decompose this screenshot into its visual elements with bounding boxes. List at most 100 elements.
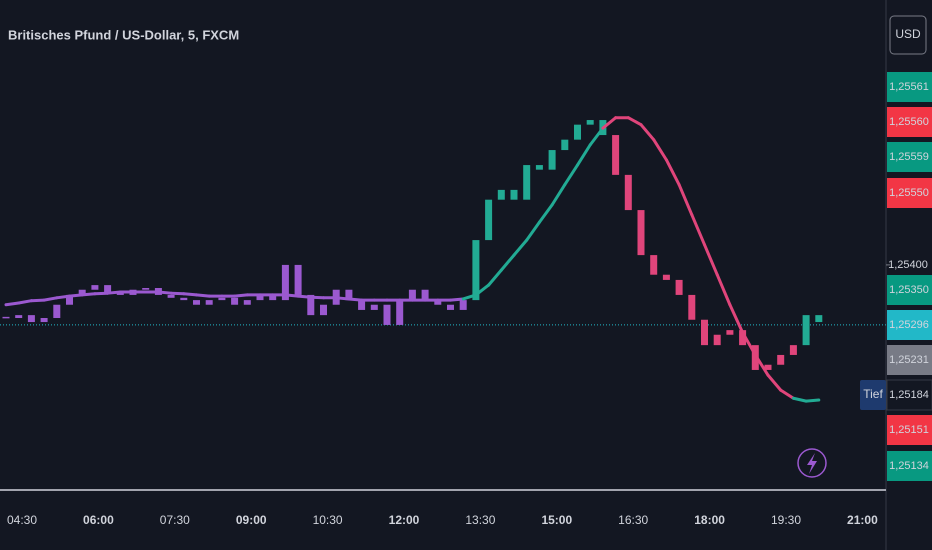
candle	[764, 364, 772, 370]
price-badge	[887, 275, 932, 305]
moving-average	[715, 273, 732, 307]
x-tick-label: 12:00	[389, 513, 420, 527]
low-badge-label: Tief	[863, 387, 883, 401]
moving-average	[728, 303, 745, 334]
moving-average	[499, 253, 516, 272]
moving-average	[576, 143, 592, 167]
candle	[777, 354, 785, 365]
x-tick-label: 19:30	[771, 513, 801, 527]
candle	[459, 300, 467, 310]
candle	[78, 289, 86, 295]
candle	[497, 189, 505, 200]
currency-button[interactable]	[889, 15, 927, 55]
price-badge	[887, 142, 932, 172]
candle	[218, 297, 226, 301]
moving-average	[29, 298, 46, 303]
moving-average	[309, 295, 325, 300]
moving-average	[17, 299, 33, 305]
candle	[739, 330, 747, 346]
price-badge	[887, 72, 932, 102]
moving-average	[93, 291, 110, 296]
candle	[612, 135, 620, 175]
price-badge-label: 1,25561	[889, 81, 929, 93]
alert-icon[interactable]	[797, 448, 827, 478]
moving-average	[182, 292, 198, 297]
candle	[688, 294, 696, 320]
moving-average	[664, 158, 681, 187]
moving-average	[652, 138, 668, 162]
candle	[472, 240, 480, 301]
low-badge	[860, 380, 886, 410]
candle	[358, 300, 366, 310]
price-badge	[887, 178, 932, 208]
moving-average	[791, 396, 808, 403]
price-badge	[887, 345, 932, 375]
candle	[624, 174, 632, 211]
candle	[205, 300, 213, 305]
candle	[574, 124, 581, 140]
candle	[193, 300, 200, 305]
candle	[434, 300, 442, 305]
moving-average	[563, 163, 579, 187]
candle	[167, 294, 175, 298]
x-tick-label: 04:30	[7, 513, 37, 527]
candle	[66, 294, 73, 305]
candle	[561, 139, 569, 151]
moving-average	[334, 296, 351, 301]
candle	[2, 316, 10, 319]
candle	[27, 315, 35, 323]
moving-average	[4, 301, 21, 307]
candle	[104, 285, 112, 293]
moving-average	[156, 290, 173, 295]
candle	[180, 297, 188, 301]
candle	[535, 165, 543, 170]
price-badge-label: 1,25151	[889, 424, 929, 436]
moving-average	[804, 398, 821, 403]
x-tick-label: 07:30	[160, 513, 190, 527]
moving-average	[588, 126, 605, 147]
moving-average	[525, 220, 541, 242]
candle	[142, 287, 150, 290]
moving-average	[741, 330, 757, 357]
candle	[675, 279, 683, 295]
moving-average	[296, 294, 313, 299]
candle	[713, 334, 721, 346]
candle	[726, 330, 734, 335]
moving-average	[449, 297, 465, 302]
candle	[650, 255, 658, 275]
candle	[15, 315, 23, 319]
x-tick-label: 16:30	[618, 513, 648, 527]
moving-average	[512, 238, 529, 257]
candle	[40, 318, 48, 323]
price-badge-label: 1,25560	[889, 116, 929, 128]
moving-average	[550, 183, 567, 207]
candle	[485, 199, 493, 241]
candle	[408, 289, 416, 301]
chart-title: Britisches Pfund / US-Dollar, 5, FXCM	[8, 27, 239, 42]
candle	[269, 294, 277, 301]
x-tick-label: 18:00	[694, 513, 725, 527]
moving-average	[779, 388, 795, 400]
moving-average	[106, 290, 122, 295]
candle	[320, 304, 327, 316]
x-tick-label: 21:00	[847, 513, 878, 527]
moving-average	[55, 294, 71, 300]
candle	[548, 150, 556, 170]
y-tick-label: 1,25400	[888, 259, 928, 271]
candle	[243, 300, 251, 305]
price-badge-label: 1,25134	[889, 460, 929, 472]
moving-average	[461, 293, 478, 301]
moving-average	[690, 213, 706, 247]
moving-average	[474, 283, 491, 297]
price-badge-label: 1,25350	[889, 284, 929, 296]
moving-average	[703, 243, 719, 277]
price-badge	[887, 107, 932, 137]
lightning	[807, 453, 817, 474]
price-badge-label: 1,25559	[889, 151, 929, 163]
candle	[815, 315, 823, 323]
moving-average	[80, 292, 97, 297]
candle	[231, 297, 239, 305]
candle	[637, 210, 645, 256]
